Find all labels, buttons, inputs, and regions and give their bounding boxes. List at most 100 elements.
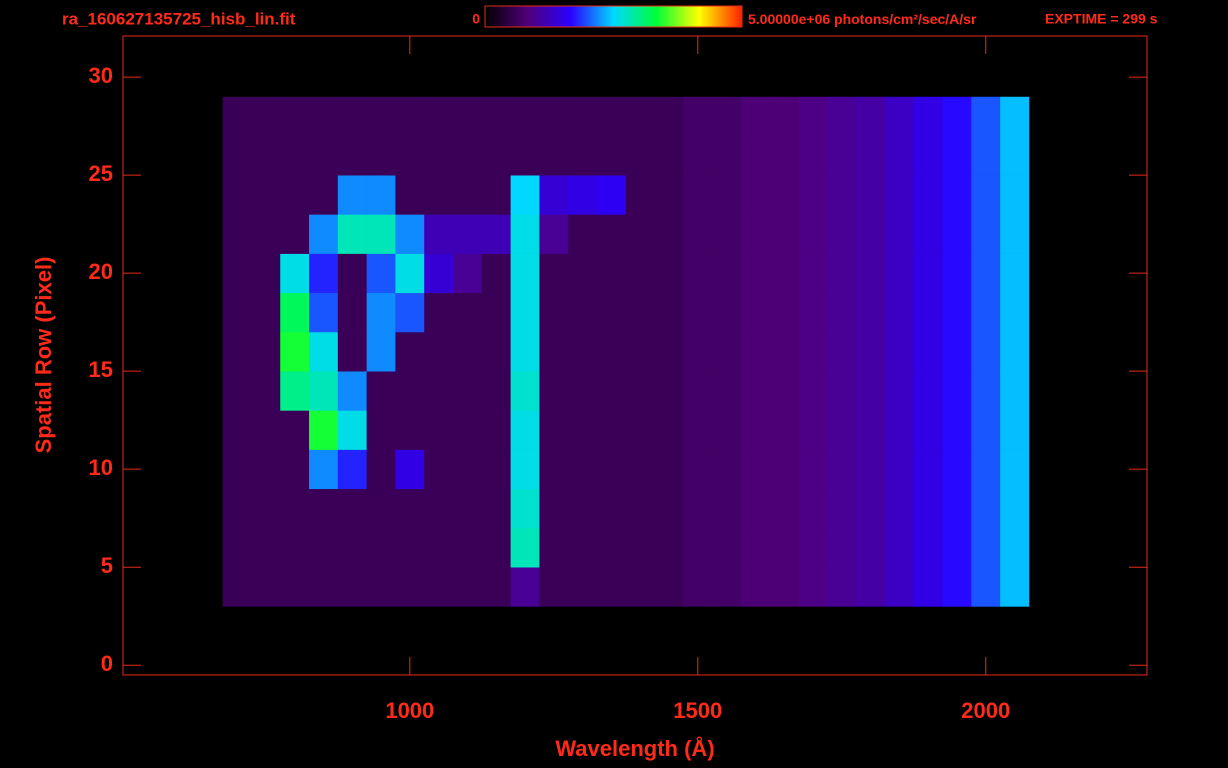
y-tick-label: 10: [89, 455, 113, 480]
cell: [740, 135, 771, 176]
cell: [539, 292, 569, 333]
cell: [596, 371, 627, 411]
cell: [913, 488, 943, 529]
cell: [798, 175, 828, 215]
cell: [424, 253, 454, 294]
cell: [884, 175, 915, 215]
cell: [222, 253, 252, 294]
cell: [539, 371, 569, 411]
cell: [309, 449, 339, 490]
cell: [769, 527, 799, 568]
cell: [251, 527, 281, 568]
cell: [827, 567, 857, 607]
cell: [683, 567, 713, 607]
cell: [740, 410, 771, 450]
cell: [712, 488, 742, 529]
cell: [683, 292, 713, 333]
cell: [913, 135, 943, 176]
cell: [366, 292, 396, 333]
cell: [222, 527, 252, 568]
cell: [337, 371, 367, 411]
cell: [366, 527, 396, 568]
cell: [424, 371, 454, 411]
cell: [366, 96, 396, 137]
cell: [1000, 449, 1030, 490]
cell: [510, 410, 540, 450]
cell: [798, 488, 828, 529]
cell: [769, 371, 799, 411]
cell: [280, 567, 310, 607]
cell: [971, 410, 1001, 450]
cell: [424, 527, 454, 568]
cell: [625, 410, 655, 450]
cell: [596, 567, 627, 607]
cell: [769, 488, 799, 529]
cell: [568, 527, 598, 568]
cell: [309, 527, 339, 568]
cell: [568, 175, 598, 215]
x-tick-label: 1500: [673, 698, 722, 723]
cell: [740, 214, 771, 254]
cell: [827, 488, 857, 529]
cell: [309, 96, 339, 137]
cell: [251, 214, 281, 254]
cell: [913, 449, 943, 490]
cell: [827, 331, 857, 372]
cell: [424, 567, 454, 607]
cell: [280, 410, 310, 450]
cell: [568, 214, 598, 254]
cell: [942, 527, 972, 568]
cell: [453, 253, 483, 294]
cell: [366, 135, 396, 176]
cell: [596, 253, 627, 294]
cell: [395, 410, 425, 450]
cell: [222, 96, 252, 137]
cell: [337, 96, 367, 137]
cell: [568, 371, 598, 411]
colorbar-tick-label: 0: [472, 11, 480, 27]
cell: [971, 96, 1001, 137]
cell: [337, 488, 367, 529]
chart-title: ra_160627135725_hisb_lin.fit: [62, 9, 296, 28]
cell: [942, 292, 972, 333]
cell: [769, 292, 799, 333]
cell: [654, 253, 684, 294]
cell: [942, 449, 972, 490]
cell: [625, 214, 655, 254]
cell: [539, 410, 569, 450]
cell: [827, 135, 857, 176]
cell: [596, 331, 627, 372]
cell: [769, 96, 799, 137]
cell: [510, 371, 540, 411]
cell: [798, 527, 828, 568]
cell: [971, 253, 1001, 294]
cell: [625, 175, 655, 215]
cell: [222, 175, 252, 215]
y-tick-label: 20: [89, 259, 113, 284]
cell: [280, 488, 310, 529]
cell: [884, 135, 915, 176]
cell: [309, 175, 339, 215]
y-tick-label: 30: [89, 63, 113, 88]
cell: [366, 488, 396, 529]
cell: [366, 567, 396, 607]
cell: [251, 410, 281, 450]
cell: [481, 175, 511, 215]
cell: [280, 371, 310, 411]
cell: [309, 135, 339, 176]
cell: [251, 135, 281, 176]
cell: [453, 488, 483, 529]
cell: [769, 253, 799, 294]
cell: [539, 567, 569, 607]
cell: [1000, 567, 1030, 607]
cell: [510, 567, 540, 607]
cell: [395, 96, 425, 137]
cell: [510, 488, 540, 529]
cell: [1000, 253, 1030, 294]
cell: [683, 527, 713, 568]
cell: [683, 96, 713, 137]
cell: [798, 135, 828, 176]
cell: [1000, 331, 1030, 372]
cell: [712, 135, 742, 176]
cell: [1000, 410, 1030, 450]
